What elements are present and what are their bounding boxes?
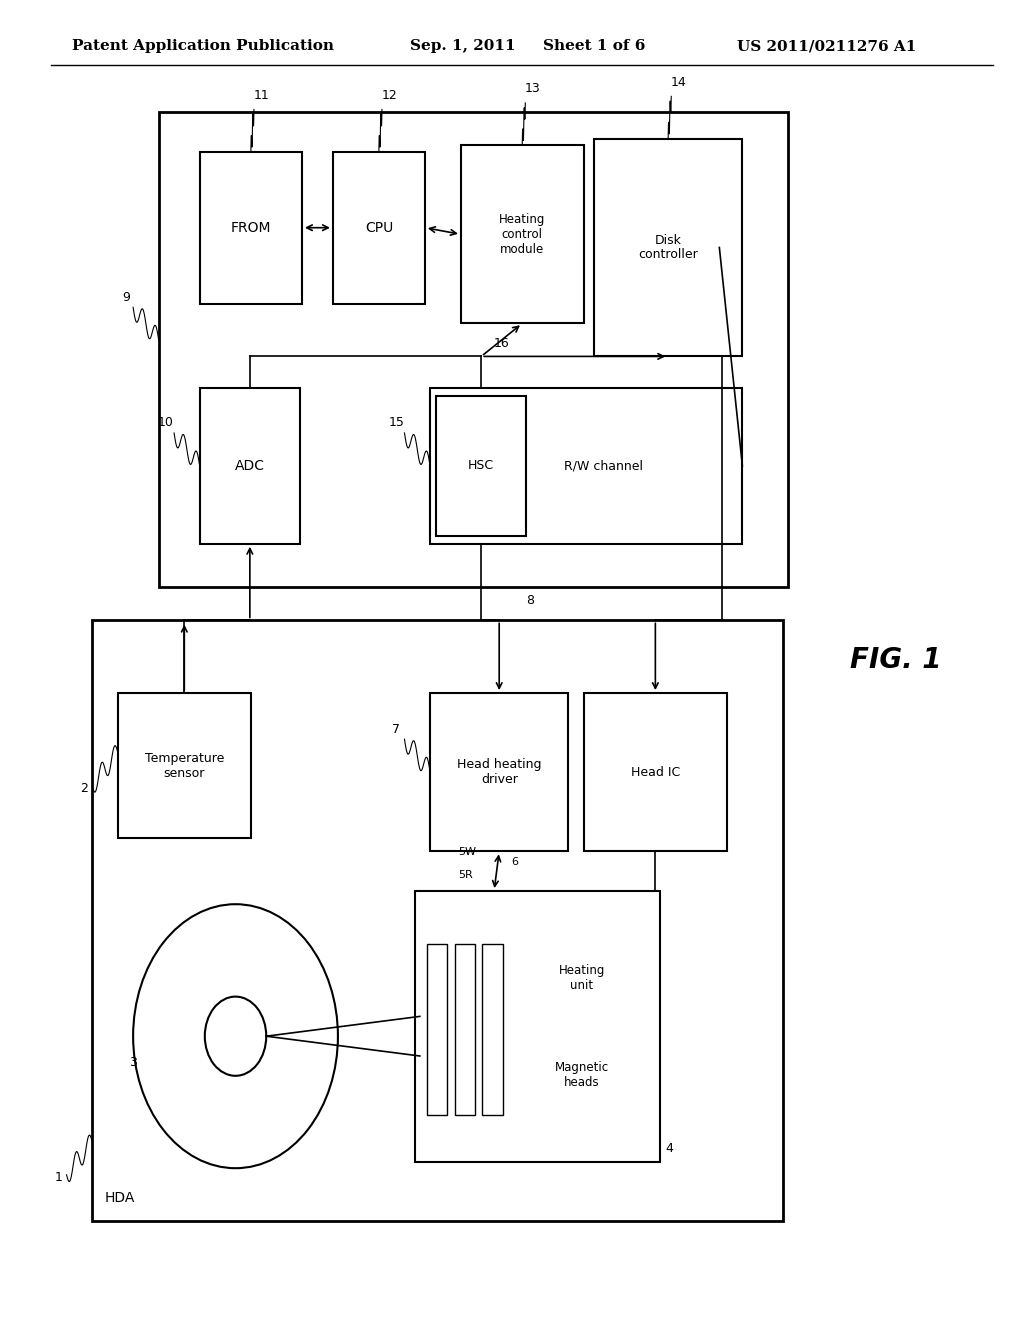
Text: 2: 2 — [80, 781, 88, 795]
Bar — [159, 112, 788, 587]
Bar — [482, 944, 503, 1115]
Text: 15: 15 — [388, 416, 404, 429]
Text: 1: 1 — [54, 1171, 62, 1184]
Text: Heating
unit: Heating unit — [559, 964, 605, 991]
Bar — [430, 693, 568, 851]
Bar — [427, 944, 447, 1115]
Text: CPU: CPU — [365, 220, 393, 235]
Bar — [455, 944, 475, 1115]
Text: Heating
control
module: Heating control module — [499, 213, 546, 256]
Text: 6: 6 — [512, 857, 518, 867]
Text: 13: 13 — [524, 82, 541, 95]
Text: FROM: FROM — [230, 220, 271, 235]
Text: Sep. 1, 2011: Sep. 1, 2011 — [410, 40, 515, 53]
Text: US 2011/0211276 A1: US 2011/0211276 A1 — [737, 40, 916, 53]
Text: Temperature
sensor: Temperature sensor — [144, 751, 224, 780]
Text: HDA: HDA — [104, 1191, 135, 1205]
Bar — [436, 396, 526, 536]
Text: 7: 7 — [392, 722, 400, 735]
Text: 10: 10 — [158, 416, 174, 429]
Text: 3: 3 — [129, 1056, 137, 1069]
Bar — [584, 693, 727, 851]
Text: Head heating
driver: Head heating driver — [457, 758, 542, 787]
Bar — [118, 693, 251, 838]
Bar — [92, 620, 783, 1221]
Text: Disk
controller: Disk controller — [638, 234, 698, 261]
Text: Magnetic
heads: Magnetic heads — [555, 1061, 609, 1089]
Text: FIG. 1: FIG. 1 — [850, 645, 941, 675]
Bar — [415, 891, 660, 1162]
Text: 12: 12 — [381, 88, 397, 102]
Text: 16: 16 — [494, 337, 509, 350]
Text: Sheet 1 of 6: Sheet 1 of 6 — [543, 40, 645, 53]
Bar — [461, 145, 584, 323]
Bar — [333, 152, 425, 304]
Text: 8: 8 — [526, 594, 534, 607]
Text: HSC: HSC — [468, 459, 495, 473]
Text: 11: 11 — [253, 88, 269, 102]
Text: Patent Application Publication: Patent Application Publication — [72, 40, 334, 53]
Text: Head IC: Head IC — [631, 766, 680, 779]
Text: 9: 9 — [122, 290, 130, 304]
Text: 5R: 5R — [459, 870, 473, 880]
Text: 4: 4 — [666, 1142, 674, 1155]
Text: ADC: ADC — [234, 459, 265, 473]
Text: 5W: 5W — [459, 847, 476, 858]
Text: R/W channel: R/W channel — [563, 459, 643, 473]
Bar — [200, 152, 302, 304]
Text: 14: 14 — [671, 75, 686, 88]
Bar — [594, 139, 742, 356]
Bar — [430, 388, 742, 544]
Bar — [200, 388, 300, 544]
